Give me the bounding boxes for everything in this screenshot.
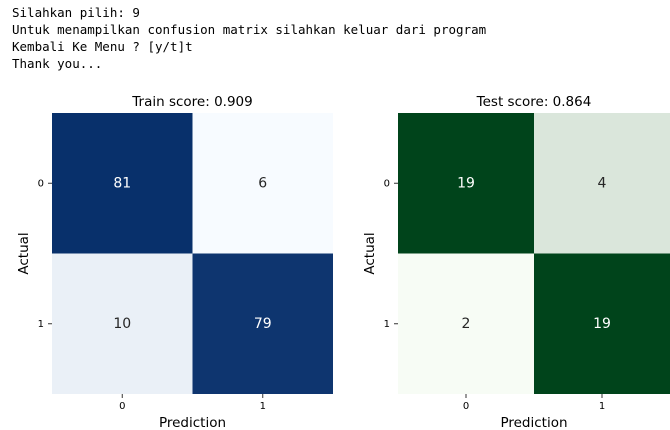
console-line: Untuk menampilkan confusion matrix silah… [12, 22, 487, 37]
heatmap-cell [534, 253, 670, 394]
chart-title: Train score: 0.909 [131, 94, 252, 110]
heatmap-cell [192, 113, 333, 254]
y-tick-label: 0 [38, 178, 44, 189]
cell-label: 19 [457, 175, 475, 191]
x-tick-label: 0 [119, 401, 125, 412]
heatmap-cell [398, 113, 534, 254]
console-output: Silahkan pilih: 9 Untuk menampilkan confu… [12, 4, 486, 72]
console-line: Kembali Ke Menu ? [y/t]t [12, 39, 193, 54]
heatmap-cell [192, 253, 333, 394]
cell-label: 4 [598, 175, 607, 191]
cell-label: 79 [254, 316, 272, 332]
cell-label: 10 [113, 316, 131, 332]
heatmap-cell [398, 253, 534, 394]
x-tick-label: 1 [260, 401, 266, 412]
heatmap-cell [52, 253, 193, 394]
x-tick-label: 0 [463, 401, 469, 412]
y-tick-label: 1 [38, 319, 44, 330]
x-axis-label: Prediction [500, 415, 567, 430]
x-tick-label: 1 [599, 401, 605, 412]
cell-label: 81 [113, 175, 131, 191]
heatmap-cell [534, 113, 670, 254]
heatmap-cell [52, 113, 193, 254]
y-tick-label: 1 [384, 319, 390, 330]
x-axis-label: Prediction [159, 415, 226, 430]
cell-label: 6 [258, 175, 267, 191]
y-tick-label: 0 [384, 178, 390, 189]
console-line: Thank you... [12, 56, 103, 71]
cell-label: 19 [593, 316, 611, 332]
y-axis-label: Actual [362, 232, 378, 274]
console-line: Silahkan pilih: 9 [12, 5, 140, 20]
chart-title: Test score: 0.864 [476, 94, 592, 110]
y-axis-label: Actual [16, 232, 32, 274]
cell-label: 2 [462, 316, 471, 332]
